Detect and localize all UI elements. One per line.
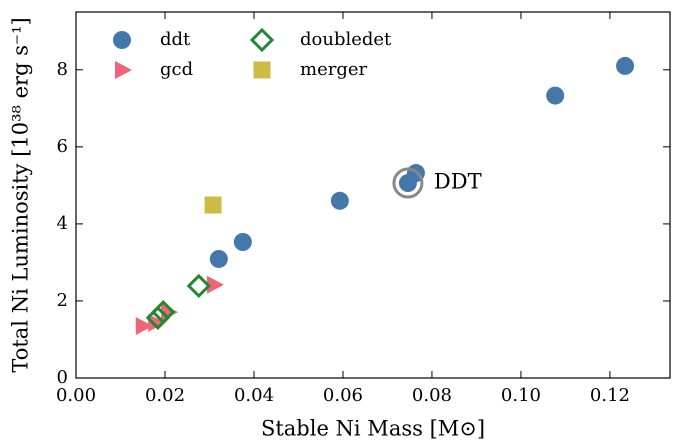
x-tick-label: 0.06	[323, 385, 363, 406]
x-tick-label: 0.08	[412, 385, 452, 406]
annotation-label: DDT	[434, 170, 482, 194]
point	[204, 196, 222, 214]
point	[148, 313, 166, 332]
legend-marker	[115, 61, 132, 79]
point	[186, 273, 211, 299]
point	[151, 299, 176, 325]
point	[546, 86, 565, 105]
point	[135, 316, 153, 335]
legend-label: doubledet	[300, 29, 392, 50]
x-tick-label: 0.10	[501, 385, 541, 406]
point	[616, 56, 635, 75]
point	[145, 305, 170, 331]
point	[398, 174, 417, 193]
y-tick-label: 8	[57, 59, 68, 80]
x-tick-label: 0.00	[56, 385, 96, 406]
legend-marker	[249, 27, 275, 53]
y-axis-label: Total Ni Luminosity [10³⁸ erg s⁻¹]	[9, 17, 33, 372]
legend-label: merger	[300, 59, 368, 80]
x-tick-label: 0.04	[234, 385, 274, 406]
y-tick-label: 0	[57, 367, 68, 388]
y-tick-label: 2	[57, 290, 68, 311]
legend-marker	[113, 31, 131, 49]
point	[330, 191, 349, 210]
x-tick-label: 0.02	[145, 385, 185, 406]
annotation-ring	[392, 167, 424, 199]
point	[206, 275, 224, 294]
legend-label: ddt	[160, 29, 191, 50]
y-tick-label: 4	[57, 213, 68, 234]
point	[209, 249, 228, 268]
plot-frame	[75, 11, 671, 379]
legend-marker	[253, 61, 271, 79]
x-axis-label: Stable Ni Mass [M⊙]	[261, 417, 485, 441]
x-tick-label: 0.12	[590, 385, 630, 406]
legend-label: gcd	[160, 59, 193, 80]
point	[233, 233, 252, 252]
y-tick-label: 6	[57, 136, 68, 157]
